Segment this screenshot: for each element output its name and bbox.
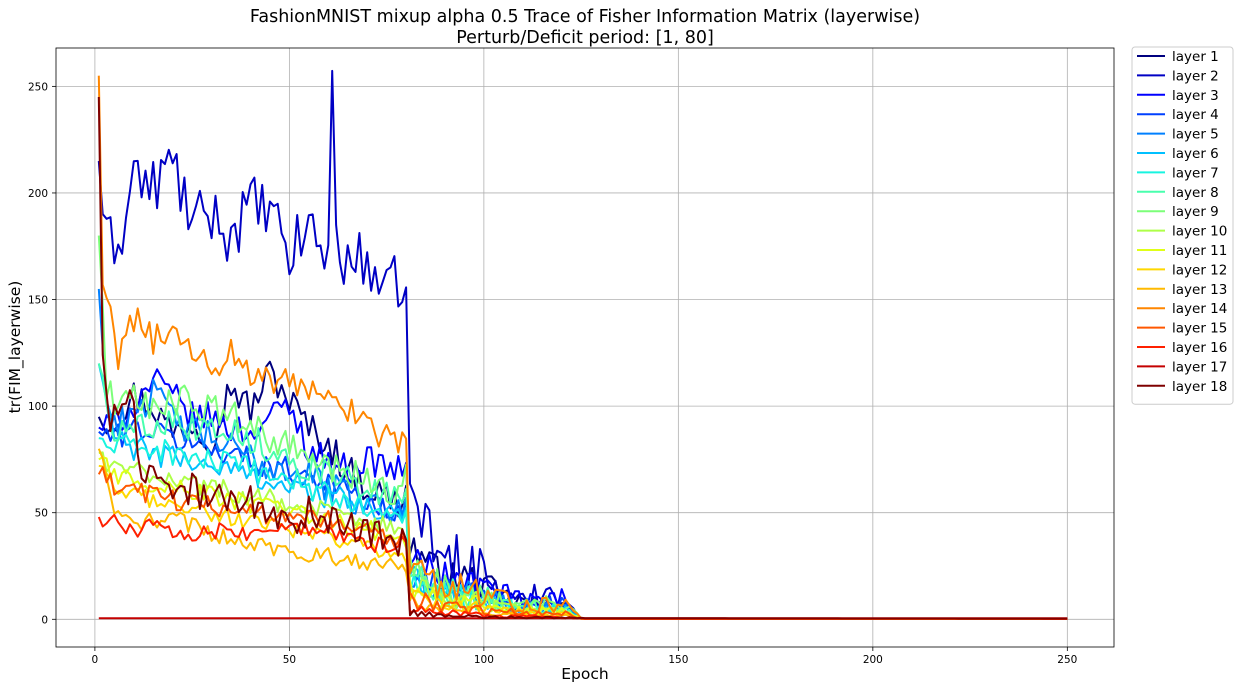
legend: layer 1 layer 2 layer 3 layer 4 layer 5 layer…	[1131, 46, 1234, 405]
legend-label: layer 14	[1172, 301, 1227, 317]
y-tick-label: 150	[28, 295, 48, 307]
x-axis-label: Epoch	[561, 665, 608, 683]
legend-label: layer 16	[1172, 340, 1227, 356]
legend-label: layer 5	[1172, 127, 1219, 143]
legend-label: layer 2	[1172, 68, 1219, 84]
legend-box	[1131, 46, 1234, 405]
x-tick-label: 0	[92, 654, 99, 666]
x-tick-label: 200	[863, 654, 883, 666]
legend-label: layer 13	[1172, 282, 1227, 298]
legend-label: layer 12	[1172, 262, 1227, 278]
legend-label: layer 11	[1172, 243, 1227, 259]
series-line-18	[97, 96, 1068, 620]
legend-label: layer 10	[1172, 224, 1227, 240]
y-tick-label: 100	[28, 401, 48, 413]
series-group	[97, 69, 1068, 620]
axis-ticks: 0 50 100 150 200 250 0 50 100 150 200 250	[28, 81, 1077, 666]
y-tick-label: 200	[28, 188, 48, 200]
legend-label: layer 17	[1172, 359, 1227, 375]
y-tick-label: 50	[35, 508, 48, 520]
legend-label: layer 4	[1172, 107, 1219, 123]
legend-label: layer 8	[1172, 185, 1219, 201]
y-tick-label: 250	[28, 81, 48, 93]
legend-label: layer 7	[1172, 165, 1219, 181]
legend-label: layer 3	[1172, 88, 1219, 104]
x-tick-label: 150	[668, 654, 688, 666]
plot-area	[56, 48, 1114, 647]
legend-label: layer 6	[1172, 146, 1219, 162]
x-tick-label: 250	[1057, 654, 1077, 666]
legend-label: layer 18	[1172, 379, 1227, 395]
plot-frame	[55, 47, 1115, 648]
y-tick-label: 0	[41, 614, 48, 626]
x-tick-label: 50	[283, 654, 296, 666]
legend-label: layer 1	[1172, 49, 1219, 65]
legend-label: layer 15	[1172, 321, 1227, 337]
legend-label: layer 9	[1172, 204, 1219, 220]
chart-title-line-1: FashionMNIST mixup alpha 0.5 Trace of Fi…	[250, 7, 920, 27]
y-axis-label: tr(FIM_layerwise)	[6, 281, 25, 414]
x-tick-label: 100	[474, 654, 494, 666]
chart-title-line-2: Perturb/Deficit period: [1, 80]	[456, 28, 714, 48]
